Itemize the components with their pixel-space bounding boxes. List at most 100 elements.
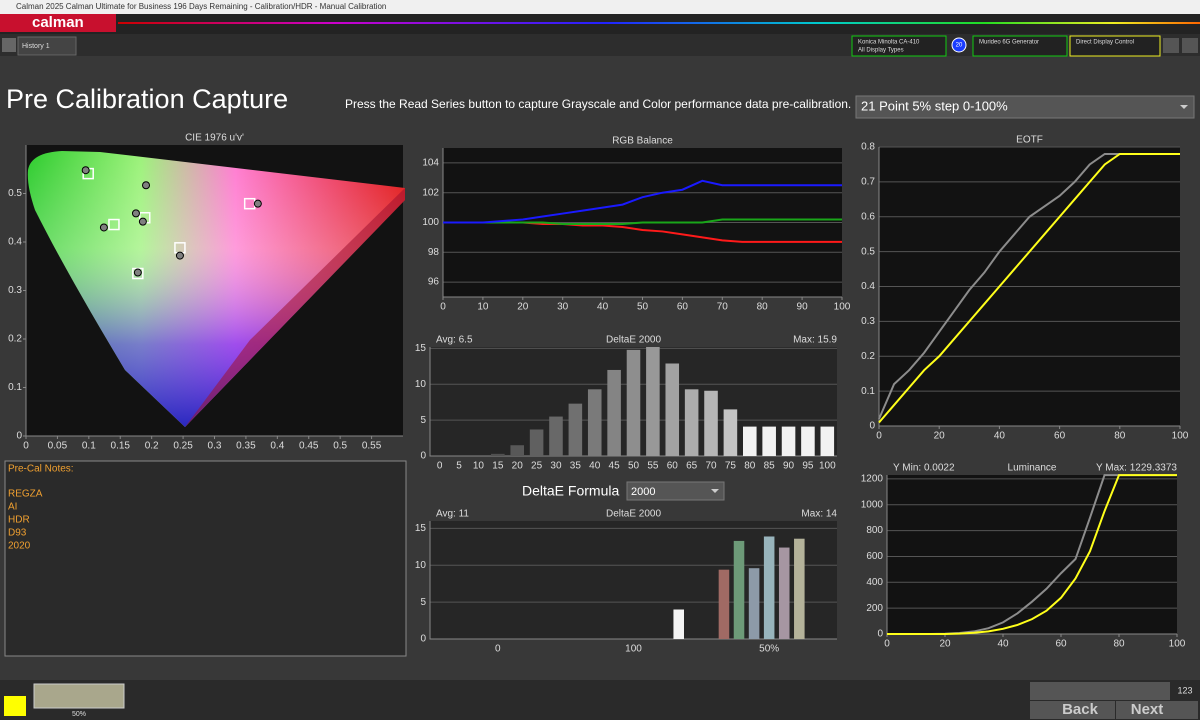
bar [568,403,583,456]
x-tick-label: 0.05 [48,441,68,452]
measured-marker [253,199,262,208]
x-tick-label: 100 [1172,431,1189,442]
meter-sub: All Display Types [858,48,904,54]
x-tick-label: 0.45 [299,441,319,452]
meter-box[interactable] [851,35,947,57]
x-tick-label: 20 [517,302,529,313]
axis [442,148,842,298]
chart-title: RGB Balance [612,136,673,147]
y-tick-label: 5 [420,415,426,426]
series-line [443,179,842,224]
axis [429,521,837,640]
rainbow-line [118,22,1200,24]
y-tick-label: 1200 [861,474,884,485]
y-tick-label: 5 [420,597,426,608]
y-tick-label: 15 [415,343,427,354]
formula-select[interactable] [626,481,725,501]
note-line: D93 [8,528,27,539]
x-tick-label: 80 [757,302,769,313]
tab[interactable] [17,36,77,56]
x-tick-label: 20 [934,431,946,442]
measured-marker [133,268,142,277]
settings-button[interactable] [1163,38,1179,53]
series-select[interactable] [855,95,1195,119]
bar [763,536,775,639]
bar [646,347,660,456]
pattern-label: 50% [72,711,86,718]
bar [491,453,505,456]
bar [529,429,544,456]
x-tick-label: 40 [997,639,1009,650]
y-tick-label: 0.3 [8,285,22,296]
annotation: Max: 14 [801,509,837,520]
x-tick-label: 20 [512,461,524,472]
bar [665,363,680,456]
note-line: AI [8,502,17,513]
generator: Murideo 6G Generator [979,40,1039,46]
generator-box[interactable] [972,35,1068,57]
x-tick-label: 80 [1113,639,1125,650]
y-tick-label: 0 [869,421,875,432]
x-tick-label: 0 [876,431,882,442]
y-tick-label: 0.2 [861,351,875,362]
chart-title: DeltaE 2000 [606,335,661,346]
x-tick-label: 100 [834,302,851,313]
bar [587,389,602,456]
bar [723,409,738,456]
y-tick-label: 0.1 [861,386,875,397]
y-tick-label: 0.7 [861,177,875,188]
display-box[interactable] [1069,35,1161,57]
y-tick-label: 0.3 [861,316,875,327]
x-tick-label: 0.3 [208,441,222,452]
x-tick-label: 45 [609,461,621,472]
back-button[interactable] [1030,701,1115,719]
window-title: Calman 2025 Calman Ultimate for Business… [16,2,386,11]
x-tick-label: 0 [495,644,501,655]
x-tick-label: 0 [23,441,29,452]
annotation: Max: 15.9 [793,335,837,346]
y-tick-label: 0 [16,431,22,442]
bar [510,445,524,456]
annotation: Y Min: 0.0022 [893,463,955,474]
series-line [878,152,1180,424]
x-tick-label: 30 [557,302,569,313]
x-tick-label: 100 [625,644,642,655]
color-swatch[interactable] [4,696,26,716]
target-marker [108,218,120,231]
y-tick-label: 0.6 [861,211,875,222]
y-tick-label: 102 [422,187,439,198]
next-button[interactable] [1116,701,1198,719]
x-tick-label: 60 [1054,431,1066,442]
logo[interactable] [0,14,116,32]
x-tick-label: 85 [764,461,776,472]
annotation: Avg: 6.5 [436,335,473,346]
notes-title: Pre-Cal Notes: [8,464,74,475]
next-label: Next [1131,701,1164,718]
plot-area [430,521,837,639]
tab-arrow[interactable] [2,38,16,52]
meter-badge[interactable] [951,37,967,53]
notes-lines: REGZA AI HDR D93 2020 [8,489,43,552]
x-tick-label: 15 [492,461,504,472]
options-button[interactable] [1182,38,1198,53]
y-tick-label: 104 [422,158,439,169]
axis [429,347,837,457]
notes-panel[interactable] [4,460,407,657]
x-tick-label: 80 [1114,431,1126,442]
x-tick-label: 0 [440,302,446,313]
x-tick-label: 50 [637,302,649,313]
x-tick-label: 0.2 [145,441,159,452]
x-tick-label: 55 [647,461,659,472]
x-tick-label: 5 [456,461,462,472]
series-line [443,218,842,225]
display: Direct Display Control [1076,40,1134,46]
y-tick-label: 15 [415,523,427,534]
x-tick-label: 25 [531,461,543,472]
y-tick-label: 400 [866,577,883,588]
chart-title: DeltaE 2000 [606,509,661,520]
y-tick-label: 0.5 [8,188,22,199]
annotation: Avg: 11 [436,509,469,520]
transport-controls[interactable] [1030,682,1170,700]
x-tick-label: 0 [884,639,890,650]
x-tick-label: 0 [437,461,443,472]
